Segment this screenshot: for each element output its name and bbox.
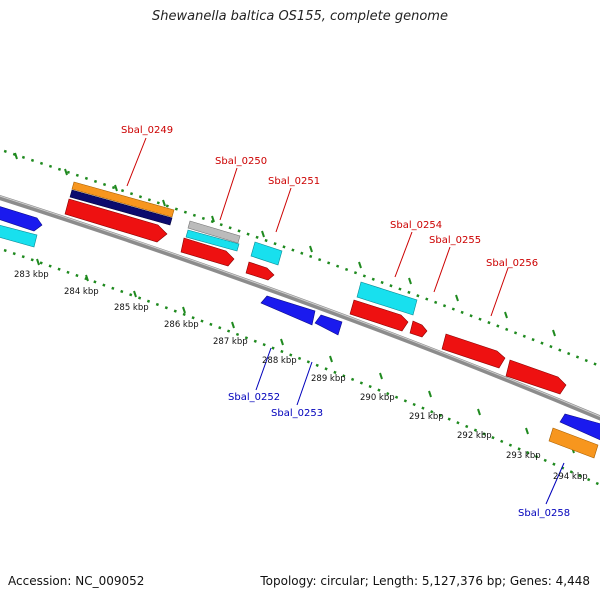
inner-tick <box>133 290 137 298</box>
feature-cyan-0250[interactable] <box>185 229 240 252</box>
callout-sbal-0254 <box>394 231 413 278</box>
feature-red-0256b[interactable] <box>505 359 567 395</box>
feature-red-0255[interactable] <box>409 320 428 338</box>
callout-sbal-0253 <box>296 361 313 406</box>
feature-red-0251[interactable] <box>245 261 275 281</box>
inner-tick <box>329 355 333 363</box>
accession-text: Accession: NC_009052 <box>8 574 145 588</box>
features <box>0 181 600 459</box>
inner-tick <box>36 258 40 266</box>
scale-label: 284 kbp <box>64 287 99 297</box>
inner-tick <box>85 274 89 282</box>
feature-gray-0250[interactable] <box>187 220 241 244</box>
feature-red-0249[interactable] <box>64 198 168 243</box>
scale-label: 290 kbp <box>360 393 395 403</box>
scale-label: 294 kbp <box>553 472 588 482</box>
callout-sbal-0256 <box>490 267 509 317</box>
outer-tick <box>504 311 508 319</box>
ruler-ticks <box>14 152 575 454</box>
feature-blue-0258[interactable] <box>559 413 600 442</box>
inner-tick <box>182 306 186 314</box>
callout-sbal-0251 <box>275 187 292 233</box>
scale-label: 285 kbp <box>114 303 149 313</box>
gene-label-sbal-0249[interactable]: Sbal_0249 <box>121 125 173 136</box>
outer-tick <box>162 199 166 207</box>
inner-tick <box>379 372 383 380</box>
gene-labels: Sbal_0249 Sbal_0250 Sbal_0251 Sbal_0254 … <box>121 125 570 519</box>
genome-summary-text: Topology: circular; Length: 5,127,376 bp… <box>260 574 590 588</box>
gene-label-sbal-0256[interactable]: Sbal_0256 <box>486 258 538 269</box>
feature-red-0254[interactable] <box>349 299 409 332</box>
feature-orange-0249[interactable] <box>71 181 175 218</box>
gene-label-sbal-0255[interactable]: Sbal_0255 <box>429 235 481 246</box>
gene-label-sbal-0250[interactable]: Sbal_0250 <box>215 156 267 167</box>
outer-tick <box>64 168 68 176</box>
gene-label-sbal-0258[interactable]: Sbal_0258 <box>518 508 570 519</box>
backbone <box>0 194 600 421</box>
inner-tick <box>477 408 481 416</box>
outer-tick <box>114 184 118 192</box>
callout-sbal-0255 <box>433 246 451 293</box>
scale-label: 293 kbp <box>506 451 541 461</box>
feature-red-0250[interactable] <box>180 237 235 267</box>
feature-cyan-0254[interactable] <box>356 281 418 316</box>
callout-sbal-0258 <box>545 462 565 505</box>
feature-cyan-0251[interactable] <box>250 241 283 266</box>
outer-tick <box>261 230 265 238</box>
feature-red-0256a[interactable] <box>441 333 506 369</box>
inner-tick <box>280 338 284 346</box>
callout-sbal-0250 <box>219 167 238 221</box>
inner-tick <box>525 427 529 435</box>
outer-tick <box>455 294 459 302</box>
gene-label-sbal-0252[interactable]: Sbal_0252 <box>228 392 280 403</box>
feature-cyan-left[interactable] <box>0 224 38 248</box>
feature-orange-0258[interactable] <box>548 427 599 459</box>
inner-tick <box>231 321 235 329</box>
scale-label: 287 kbp <box>213 337 248 347</box>
feature-blue-0252[interactable] <box>260 295 316 326</box>
scale-label: 292 kbp <box>457 431 492 441</box>
inner-tick <box>428 390 432 398</box>
outer-tick <box>408 277 412 285</box>
feature-blue-0253[interactable] <box>314 314 343 336</box>
callout-sbal-0252 <box>255 347 272 391</box>
scale-label: 283 kbp <box>14 270 49 280</box>
feature-navy-0249[interactable] <box>69 189 173 226</box>
scale-label: 288 kbp <box>262 356 297 366</box>
outer-tick <box>14 152 18 160</box>
map-title: Shewanella baltica OS155, complete genom… <box>152 9 448 24</box>
callout-sbal-0249 <box>126 137 147 187</box>
outer-tick <box>358 261 362 269</box>
outer-tick <box>309 245 313 253</box>
scale-label: 289 kbp <box>311 374 346 384</box>
backbone-highlight <box>0 195 600 417</box>
scale-label: 291 kbp <box>409 412 444 422</box>
callouts <box>126 137 565 505</box>
gene-label-sbal-0254[interactable]: Sbal_0254 <box>390 220 442 231</box>
feature-blue-left[interactable] <box>0 205 43 232</box>
outer-tick <box>211 215 215 223</box>
inner-ruler-line <box>0 247 600 487</box>
gene-label-sbal-0251[interactable]: Sbal_0251 <box>268 176 320 187</box>
outer-tick <box>552 329 556 337</box>
backbone-line <box>0 194 600 421</box>
inner-ruler <box>0 247 600 487</box>
scale-labels: 283 kbp 284 kbp 285 kbp 286 kbp 287 kbp … <box>14 270 588 482</box>
gene-label-sbal-0253[interactable]: Sbal_0253 <box>271 408 323 419</box>
scale-label: 286 kbp <box>164 320 199 330</box>
